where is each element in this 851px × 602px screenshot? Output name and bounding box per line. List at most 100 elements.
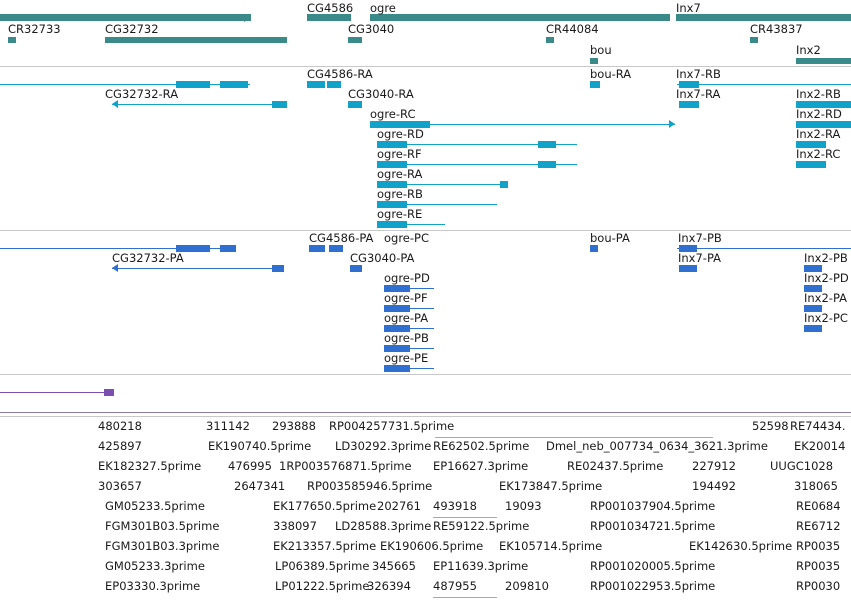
gene-bar-cr43837[interactable] [750,37,758,43]
feature-label: EK105714.5prime [499,539,603,553]
exon-block[interactable] [804,265,822,272]
gene-label: CG3040 [348,22,395,36]
exon-block[interactable] [804,305,822,312]
exon-block[interactable] [272,265,284,272]
transcript-label: CG32732-RA [105,87,179,101]
gene-label: Inx2 [796,43,821,57]
feature-label: GM05233.3prime [105,559,205,573]
exon-block[interactable] [384,345,410,352]
feature-line [433,517,497,518]
gene-bar-cg32732[interactable] [105,37,287,43]
feature-label: EK142630.5prime [689,539,793,553]
gene-bar-cr32733-left[interactable] [0,14,251,21]
gene-bar-cg4586[interactable] [307,14,351,21]
exon-block[interactable] [538,161,556,168]
exon-block[interactable] [796,121,851,128]
gene-label: CG32732 [105,22,159,36]
exon-block[interactable] [679,245,697,252]
transcript-label: Inx2-PC [804,311,848,325]
feature-label: LD28588.3prime [335,519,432,533]
transcript-label: ogre-RA [377,167,423,181]
feature-label: EK173847.5prime [499,479,603,493]
feature-label: 480218 [98,419,142,433]
exon-block[interactable] [370,121,430,128]
transcript-label: Inx7-PB [678,231,722,245]
gene-bar-cr32733[interactable] [8,37,16,43]
exon-block[interactable] [384,305,410,312]
exon-block[interactable] [377,141,407,148]
gene-label: Inx7 [676,1,701,15]
gene-label: bou [590,43,612,57]
exon-block[interactable] [804,325,822,332]
gene-bar-cg3040[interactable] [348,37,362,43]
feature-label: LP06389.5prime [275,559,370,573]
feature-label: RE0684 [796,499,841,513]
feature-label: EP16627.3prime [433,459,529,473]
transcript-label: Inx2-RA [796,127,841,141]
feature-block[interactable] [104,389,114,396]
feature-label: EK190606.5prime [380,539,484,553]
exon-block[interactable] [327,81,341,88]
exon-block[interactable] [384,325,410,332]
gene-bar-ogre[interactable] [370,14,670,21]
exon-block[interactable] [796,101,851,108]
feature-label: Dmel_neb_007734_0634_3621.3prime [546,439,768,453]
exon-block[interactable] [350,265,362,272]
track-separator [0,230,851,231]
exon-block[interactable] [590,245,598,252]
exon-block[interactable] [679,265,697,272]
gene-bar-bou[interactable] [590,58,598,64]
feature-label: EK177650.5prime [273,499,377,513]
feature-label: 293888 [272,419,316,433]
exon-block[interactable] [220,245,236,252]
gene-bar-inx7[interactable] [676,14,851,21]
exon-block[interactable] [377,181,407,188]
transcript-label: Inx2-PB [804,251,848,265]
transcript-label: ogre-RE [377,207,423,221]
exon-block[interactable] [272,101,287,108]
exon-block[interactable] [796,141,826,148]
exon-block[interactable] [309,245,325,252]
gene-bar-inx2[interactable] [796,58,851,64]
exon-block[interactable] [377,161,407,168]
feature-label: 338097 [273,519,317,533]
transcript-label: ogre-RD [377,127,424,141]
transcript-label: Inx2-PD [804,271,849,285]
exon-block[interactable] [220,81,248,88]
exon-block[interactable] [329,245,343,252]
feature-label: 227912 [692,459,736,473]
feature-label: EK213357.5prime [273,539,377,553]
feature-label: RP004257731.5prime [329,419,455,433]
exon-block[interactable] [796,161,826,168]
feature-label: RE02437.5prime [567,459,664,473]
exon-block[interactable] [679,101,699,108]
exon-block[interactable] [500,181,508,188]
exon-block[interactable] [176,81,210,88]
feature-label: RP0030 [796,579,841,593]
exon-block[interactable] [679,81,699,88]
strand-arrow [669,120,675,128]
feature-label: 425897 [98,439,142,453]
transcript-label: ogre-PF [384,291,428,305]
exon-block[interactable] [538,141,556,148]
transcript-label: Inx2-RB [796,87,841,101]
exon-block[interactable] [590,81,600,88]
gene-bar-cr44084[interactable] [546,37,554,43]
exon-block[interactable] [348,101,362,108]
exon-block[interactable] [804,285,822,292]
feature-label: UUGC1028 [770,459,834,473]
feature-label: RE62502.5prime [433,439,530,453]
gene-label: ogre [370,1,396,15]
exon-block[interactable] [377,201,407,208]
transcript-label: ogre-RF [377,147,422,161]
feature-label: 52598 [752,419,789,433]
exon-block[interactable] [307,81,325,88]
transcript-label: Inx7-RB [676,67,721,81]
transcript-label: ogre-PA [384,311,429,325]
exon-block[interactable] [384,365,410,372]
feature-label: RP001037904.5prime [590,499,716,513]
exon-block[interactable] [384,285,410,292]
exon-block[interactable] [377,221,407,228]
exon-block[interactable] [176,245,210,252]
